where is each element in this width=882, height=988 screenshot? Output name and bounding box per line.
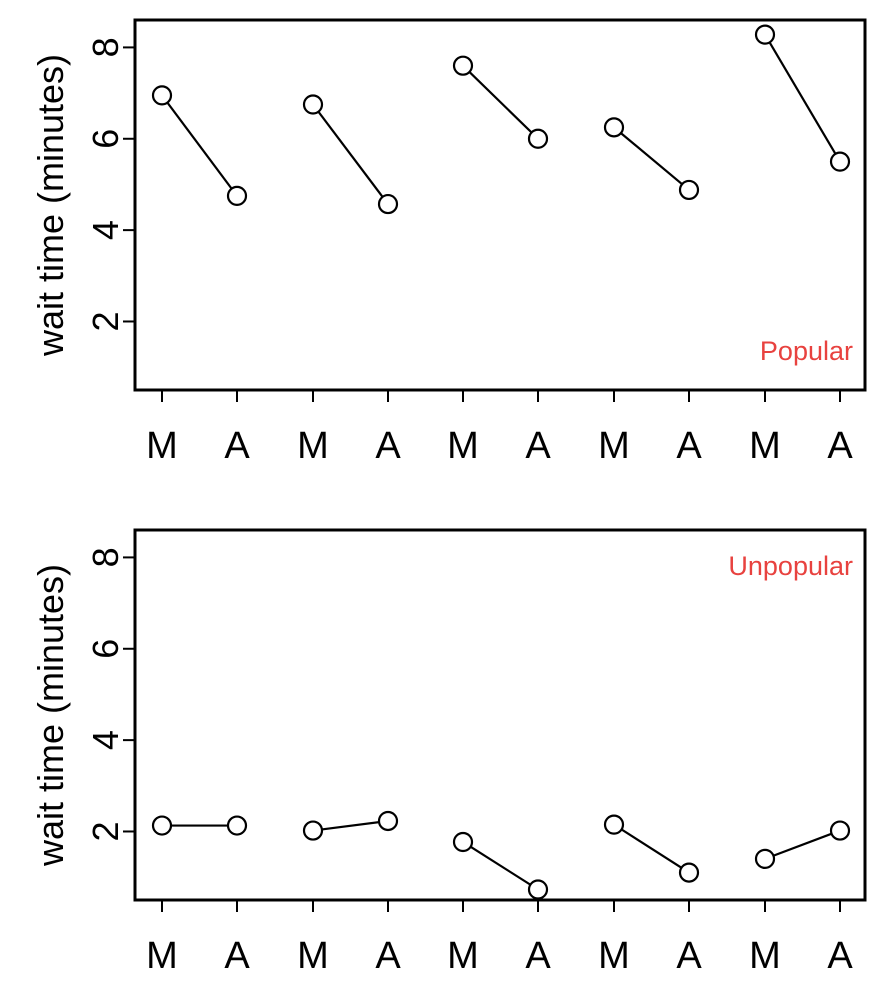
pair-line	[613, 126, 690, 191]
morning-point	[754, 848, 776, 869]
afternoon-point	[829, 151, 851, 172]
x-tick-label: M	[598, 425, 630, 467]
morning-point	[452, 831, 474, 853]
unpopular-panel: 2 4 6 8 wait time (minutes) M A M A M A M A M A Unpopul…	[30, 528, 867, 977]
plot-frame	[133, 18, 867, 392]
afternoon-point	[527, 879, 549, 900]
x-tick-label: A	[827, 425, 853, 467]
afternoon-point	[678, 862, 700, 883]
x-tick-label: M	[146, 425, 178, 467]
x-tick-label: M	[598, 935, 630, 977]
y-tick-label: 2	[85, 311, 126, 331]
morning-point	[603, 814, 625, 835]
x-tick-label: M	[447, 935, 479, 977]
pair-line	[312, 819, 389, 832]
afternoon-point	[678, 179, 700, 201]
afternoon-point	[527, 128, 549, 149]
afternoon-point	[226, 815, 248, 836]
panel-label: Unpopular	[728, 551, 853, 581]
y-tick-label: 4	[85, 730, 126, 750]
pair-line	[613, 823, 690, 874]
x-tick-label: M	[297, 935, 329, 977]
x-tick-label: A	[375, 425, 401, 467]
x-tick-label: M	[297, 425, 329, 467]
morning-point	[754, 24, 776, 45]
y-tick-label: 6	[85, 129, 126, 149]
x-tick-label: A	[676, 935, 702, 977]
x-tick-label: A	[224, 425, 250, 467]
x-tick-label: M	[749, 425, 781, 467]
morning-point	[302, 94, 324, 115]
pair-line	[161, 94, 238, 197]
popular-panel: 2 4 6 8 wait time (minutes) M A M A M A M A M A Popular	[30, 18, 867, 467]
x-tick-label: M	[146, 935, 178, 977]
pair-line	[462, 64, 539, 140]
pair-line	[462, 841, 539, 891]
x-tick-label: A	[224, 935, 250, 977]
y-tick-label: 8	[85, 37, 126, 57]
morning-point	[603, 117, 625, 138]
morning-point	[151, 85, 173, 106]
afternoon-point	[377, 810, 399, 832]
x-tick-label: A	[827, 935, 853, 977]
pair-line	[764, 34, 841, 163]
x-tick-label: A	[676, 425, 702, 467]
y-tick-label: 8	[85, 547, 126, 567]
y-axis-label: wait time (minutes)	[30, 564, 71, 867]
x-tick-label: A	[525, 425, 551, 467]
afternoon-point	[226, 185, 248, 206]
morning-point	[302, 820, 324, 841]
pair-line	[312, 103, 389, 205]
x-tick-label: M	[447, 425, 479, 467]
plot-frame	[133, 528, 867, 902]
y-tick-label: 6	[85, 639, 126, 659]
morning-point	[452, 55, 474, 76]
panel-label: Popular	[760, 336, 853, 366]
y-tick-label: 2	[85, 821, 126, 841]
afternoon-point	[829, 820, 851, 841]
x-tick-label: A	[375, 935, 401, 977]
morning-point	[151, 815, 173, 836]
pair-line	[764, 829, 841, 860]
x-tick-label: M	[749, 935, 781, 977]
x-tick-label: A	[525, 935, 551, 977]
afternoon-point	[377, 193, 399, 215]
y-axis-label: wait time (minutes)	[30, 54, 71, 357]
y-tick-label: 4	[85, 220, 126, 240]
